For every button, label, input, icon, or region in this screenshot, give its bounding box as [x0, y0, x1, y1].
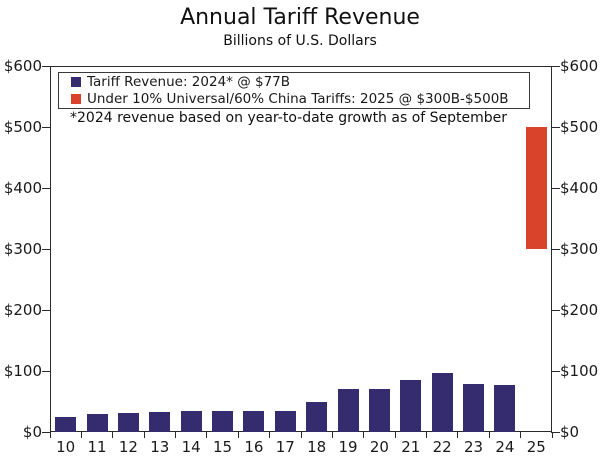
bar-2012	[117, 413, 139, 432]
bar-2023	[463, 384, 485, 432]
y-tick-right	[551, 126, 560, 128]
bar-2019	[337, 388, 359, 432]
y-tick-right	[551, 65, 560, 67]
legend: Tariff Revenue: 2024* @ $77B Under 10% U…	[58, 72, 530, 109]
y-tick-left	[42, 126, 51, 128]
y-tick-right	[551, 248, 560, 250]
y-tick-left	[42, 309, 51, 311]
red-square-icon	[71, 94, 81, 104]
x-tick	[551, 432, 553, 438]
legend-item-universal-china-tariffs: Under 10% Universal/60% China Tariffs: 2…	[71, 91, 529, 107]
x-tick	[206, 432, 208, 438]
y-axis-label-left: $600	[3, 57, 42, 75]
y-tick-left	[42, 431, 51, 433]
chart-title: Annual Tariff Revenue	[180, 5, 420, 30]
y-tick-left	[42, 65, 51, 67]
bar-2011	[86, 414, 108, 432]
legend-item-tariff-revenue: Tariff Revenue: 2024* @ $77B	[71, 74, 529, 90]
y-axis-label-right: $0	[560, 423, 580, 441]
y-tick-left	[42, 187, 51, 189]
y-axis-label-right: $500	[560, 118, 599, 136]
x-tick	[363, 432, 365, 438]
legend-label-tariff-revenue: Tariff Revenue: 2024* @ $77B	[87, 74, 291, 90]
x-axis-label-21: 21	[401, 438, 421, 456]
y-axis-label-right: $400	[560, 179, 599, 197]
x-axis-label-15: 15	[213, 438, 233, 456]
y-tick-right	[551, 187, 560, 189]
x-axis-label-24: 24	[495, 438, 515, 456]
legend-label-universal-china-tariffs: Under 10% Universal/60% China Tariffs: 2…	[87, 91, 509, 107]
x-axis-label-23: 23	[464, 438, 484, 456]
x-axis-label-22: 22	[432, 438, 452, 456]
x-axis-label-19: 19	[338, 438, 358, 456]
navy-square-icon	[71, 77, 81, 87]
x-axis-label-14: 14	[181, 438, 201, 456]
bar-2016	[243, 411, 265, 432]
x-axis-label-12: 12	[118, 438, 138, 456]
chart-subtitle: Billions of U.S. Dollars	[223, 33, 377, 49]
x-tick	[426, 432, 427, 438]
y-tick-left	[42, 370, 51, 372]
y-axis-label-left: $500	[3, 118, 42, 136]
y-axis-label-right: $100	[560, 362, 599, 380]
bar-2018	[306, 401, 328, 432]
x-tick	[237, 432, 239, 438]
x-tick	[488, 432, 490, 438]
y-axis-label-left: $200	[3, 301, 42, 319]
x-tick	[175, 432, 176, 438]
bar-2014	[180, 411, 202, 432]
x-axis-label-20: 20	[369, 438, 389, 456]
x-tick	[80, 432, 82, 438]
x-tick	[112, 432, 114, 438]
bar-2010	[55, 416, 77, 432]
y-tick-right	[551, 370, 560, 372]
x-axis-label-10: 10	[56, 438, 76, 456]
x-tick	[300, 432, 302, 438]
y-tick-left	[42, 248, 51, 250]
y-axis-label-left: $0	[22, 423, 42, 441]
y-axis-label-left: $400	[3, 179, 42, 197]
x-axis-label-17: 17	[275, 438, 295, 456]
x-axis-label-25: 25	[526, 438, 546, 456]
x-tick	[269, 432, 271, 438]
x-axis-label-16: 16	[244, 438, 264, 456]
x-axis-label-18: 18	[307, 438, 327, 456]
x-tick	[394, 432, 396, 438]
range-bar-2025	[525, 127, 547, 249]
bar-2017	[274, 410, 296, 432]
bar-2022	[431, 372, 453, 432]
x-tick	[331, 432, 333, 438]
y-tick-right	[551, 309, 560, 311]
chart-footnote: *2024 revenue based on year-to-date grow…	[70, 110, 508, 126]
y-axis-label-right: $600	[560, 57, 599, 75]
bar-2015	[212, 410, 234, 432]
bar-2020	[368, 389, 390, 432]
bar-2013	[149, 411, 171, 432]
bar-2024	[494, 385, 516, 432]
y-axis-label-left: $300	[3, 240, 42, 258]
x-tick	[520, 432, 522, 438]
x-tick	[49, 432, 51, 438]
y-tick-right	[551, 431, 560, 433]
x-axis-label-11: 11	[87, 438, 107, 456]
y-axis-label-right: $300	[560, 240, 599, 258]
y-axis-label-right: $200	[560, 301, 599, 319]
bar-2021	[400, 380, 422, 432]
x-axis-label-13: 13	[150, 438, 170, 456]
x-tick	[143, 432, 145, 438]
y-axis-label-left: $100	[3, 362, 42, 380]
x-tick	[457, 432, 459, 438]
